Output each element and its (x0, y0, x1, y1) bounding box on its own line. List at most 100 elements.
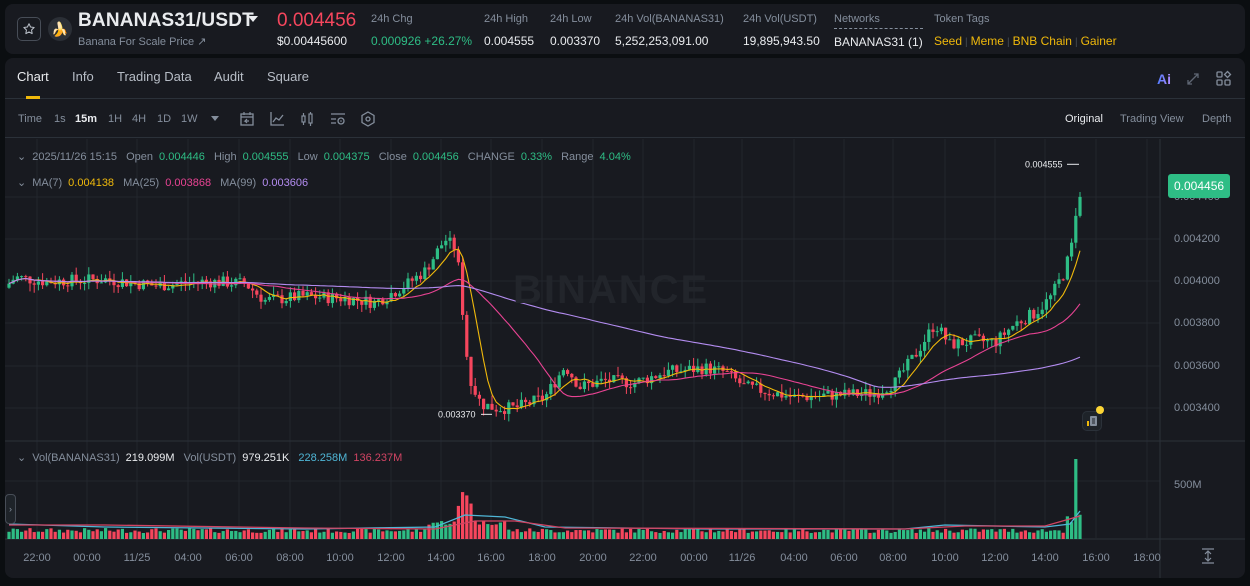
price-axis-label: 0.003600 (1174, 360, 1220, 372)
interval-1s[interactable]: 1s (54, 113, 66, 125)
svg-text:0.004555: 0.004555 (1025, 159, 1063, 169)
view-trading-view[interactable]: Trading View (1120, 113, 1184, 125)
stat-24h-vol-base: 24h Vol(BANANAS31) 5,252,253,091.00 (615, 13, 724, 48)
news-icon (1087, 416, 1097, 426)
svg-text:0.003370: 0.003370 (438, 409, 476, 419)
high-value: 0.004555 (242, 151, 289, 163)
interval-15m[interactable]: 15m (75, 113, 98, 125)
legend-datetime: 2025/11/26 15:15 (32, 151, 118, 163)
interval-1w[interactable]: 1W (181, 113, 198, 125)
settings-list-icon[interactable] (329, 110, 347, 128)
interval-1d[interactable]: 1D (157, 113, 172, 125)
stat-label: 24h High (484, 13, 529, 25)
networks[interactable]: Networks BANANAS31 (1) (834, 13, 923, 49)
stat-value: 0.004555 (484, 34, 535, 48)
stat-value: 0.003370 (550, 34, 601, 48)
ma7-label: MA(7) (32, 177, 63, 189)
collapse-chevron-icon[interactable]: ⌄ (17, 151, 27, 163)
time-axis-label: 10:00 (931, 552, 959, 564)
tab-info[interactable]: Info (72, 69, 94, 84)
tag-seed[interactable]: Seed (934, 34, 963, 48)
interval-dropdown-icon[interactable] (210, 115, 220, 123)
chevron-down-icon[interactable] (248, 16, 258, 22)
ma-legend: ⌄ MA(7) 0.004138 MA(25) 0.003868 MA(99) 0.00… (17, 176, 314, 189)
ma7-value: 0.004138 (68, 177, 115, 189)
view-original[interactable]: Original (1065, 113, 1103, 125)
last-price-usd: $0.00445600 (277, 34, 348, 48)
price-axis-label: 0.004000 (1174, 275, 1220, 287)
tab-square[interactable]: Square (267, 69, 309, 84)
stat-label: 24h Vol(BANANAS31) (615, 13, 724, 25)
chevron-right-icon: › (9, 504, 12, 514)
collapse-chevron-icon[interactable]: ⌄ (17, 452, 27, 464)
stat-value: 5,252,253,091.00 (615, 34, 709, 48)
banana-icon: 🍌 (51, 20, 69, 37)
last-price: 0.004456 (277, 10, 357, 31)
time-axis-label: 14:00 (427, 552, 455, 564)
time-axis-label: 22:00 (629, 552, 657, 564)
time-axis-label: 12:00 (377, 552, 405, 564)
time-axis-label: 00:00 (73, 552, 101, 564)
stat-24h-high: 24h High 0.004555 (484, 13, 534, 48)
interval-1h[interactable]: 1H (108, 113, 123, 125)
auto-scale-icon[interactable] (1201, 548, 1215, 564)
interval-4h[interactable]: 4H (132, 113, 147, 125)
layout-icon[interactable] (1215, 70, 1233, 88)
ma99-value: 0.003606 (262, 177, 309, 189)
networks-label: Networks (834, 13, 923, 29)
time-axis-label: 08:00 (276, 552, 304, 564)
calendar-icon[interactable] (238, 110, 256, 128)
tag-bnb-chain[interactable]: BNB Chain (1012, 34, 1072, 48)
tag-gainer[interactable]: Gainer (1080, 34, 1117, 48)
close-value: 0.004456 (412, 151, 459, 163)
low-label: Low (297, 151, 318, 163)
ma25-value: 0.003868 (165, 177, 212, 189)
tag-meme[interactable]: Meme (970, 34, 1004, 48)
price-axis-label: 0.004200 (1174, 233, 1220, 245)
ma25-label: MA(25) (123, 177, 160, 189)
stat-24h-change: 24h Chg 0.000926 +26.27% (371, 13, 472, 48)
token-tags: Token Tags Seed | Meme | BNB Chain | Gainer (934, 13, 1117, 48)
networks-value[interactable]: BANANAS31 (1) (834, 35, 923, 49)
star-icon (23, 23, 35, 35)
tab-trading-data[interactable]: Trading Data (117, 69, 192, 84)
price-chart[interactable]: 0.004555 0.003370 (5, 139, 1245, 578)
time-axis-label: 11/26 (728, 552, 756, 564)
high-label: High (213, 151, 237, 163)
vol-quote-value: 979.251K (242, 452, 290, 464)
vol-base-value: 219.099M (125, 452, 175, 464)
time-axis-label: 16:00 (477, 552, 505, 564)
stat-label: 24h Chg (371, 13, 413, 25)
candle-type-icon[interactable] (298, 110, 316, 128)
time-axis-label: 00:00 (680, 552, 708, 564)
tab-audit[interactable]: Audit (214, 69, 244, 84)
vol-quote-label: Vol(USDT) (183, 452, 237, 464)
coin-info-link[interactable]: Banana For Scale Price ↗ (78, 36, 207, 48)
view-depth[interactable]: Depth (1202, 113, 1232, 125)
price-axis-label: 0.003800 (1174, 317, 1220, 329)
ma99-label: MA(99) (220, 177, 257, 189)
collapse-chevron-icon[interactable]: ⌄ (17, 177, 27, 189)
favorite-button[interactable] (17, 17, 41, 41)
time-axis-label: 22:00 (23, 552, 51, 564)
tab-chart[interactable]: Chart (17, 69, 49, 84)
news-button[interactable] (1082, 411, 1102, 431)
time-axis-label: 18:00 (1133, 552, 1161, 564)
ai-icon[interactable]: Ai (1157, 71, 1171, 87)
expand-icon[interactable] (1185, 71, 1201, 87)
tab-bar: Chart Info Trading Data Audit Square Ai (5, 58, 1245, 99)
pair-selector[interactable]: BANANAS31/USDT (78, 10, 254, 31)
expand-drawing-toolbar-handle[interactable]: › (5, 494, 16, 524)
time-label: Time (18, 113, 43, 125)
indicator-icon[interactable] (268, 110, 286, 128)
notification-dot (1096, 406, 1104, 414)
vol-ma-b-value: 136.237M (353, 452, 403, 464)
stat-value: 0.000926 +26.27% (371, 34, 473, 48)
time-axis-label: 04:00 (780, 552, 808, 564)
time-axis-label: 18:00 (528, 552, 556, 564)
ticker-header: 🍌 BANANAS31/USDT Banana For Scale Price … (5, 4, 1245, 54)
hexagon-settings-icon[interactable] (359, 110, 377, 128)
coin-logo: 🍌 (48, 17, 72, 41)
close-label: Close (378, 151, 407, 163)
binance-watermark: BINANCE (513, 268, 710, 312)
